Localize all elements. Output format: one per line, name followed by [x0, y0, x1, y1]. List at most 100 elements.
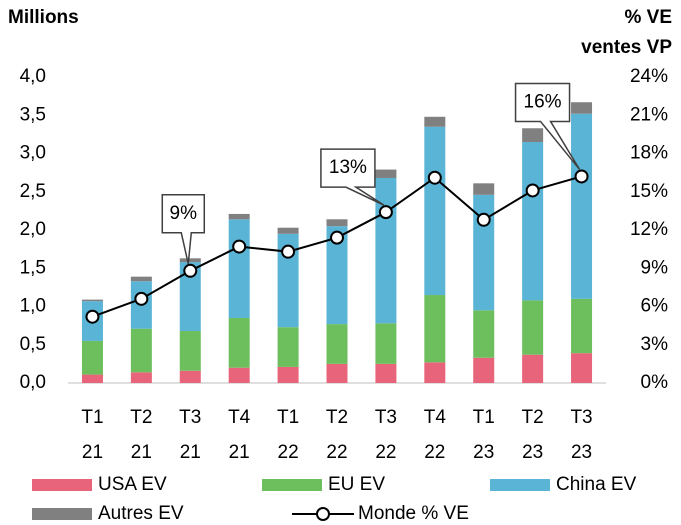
- legend-label: Monde % VE: [358, 503, 469, 524]
- x-tick-label: 22: [375, 442, 396, 463]
- bar-segment: [130, 372, 152, 383]
- x-tick-label: T3: [375, 407, 397, 428]
- bar-segment: [571, 298, 593, 354]
- bar-segment: [522, 128, 544, 143]
- callout-box: [514, 82, 581, 170]
- legend-swatch: [32, 479, 92, 491]
- x-tick-label: 23: [522, 442, 543, 463]
- line-marker: [330, 230, 344, 245]
- x-tick-label: T1: [81, 407, 103, 428]
- y2-axis-title: ventes VP: [581, 37, 672, 58]
- x-tick-label: T2: [522, 407, 544, 428]
- bar-segment: [522, 354, 544, 383]
- legend-swatch: [316, 507, 330, 521]
- bar-segment: [228, 317, 250, 368]
- bar-segment: [277, 227, 299, 234]
- bar-segment: [375, 363, 397, 383]
- y-tick-label: 3,5: [20, 104, 46, 125]
- bar-segment: [424, 362, 446, 383]
- x-tick-label: 21: [82, 442, 103, 463]
- bar-segment: [228, 367, 250, 383]
- y2-tick-label: 12%: [630, 219, 668, 240]
- x-tick-label: 21: [180, 442, 201, 463]
- line-marker: [378, 205, 393, 220]
- y2-tick-label: 9%: [641, 257, 669, 278]
- bar-segment: [326, 324, 348, 364]
- x-tick-label: 21: [131, 442, 152, 463]
- bar-segment: [571, 353, 593, 383]
- x-tick-label: T1: [473, 407, 495, 428]
- x-tick-label: 22: [326, 442, 347, 463]
- y-tick-label: 1,5: [20, 257, 46, 278]
- y2-tick-label: 6%: [641, 296, 669, 317]
- line-marker: [574, 169, 589, 184]
- callout-box: [320, 148, 385, 206]
- x-tick-label: T1: [277, 407, 299, 428]
- legend-swatch: [32, 508, 92, 520]
- bar-segment: [473, 310, 495, 358]
- legend-swatch: [490, 479, 550, 491]
- y2-tick-label: 21%: [630, 104, 668, 125]
- y2-tick-label: 15%: [630, 181, 668, 202]
- bar-segment: [375, 169, 397, 178]
- y2-tick-label: 18%: [630, 143, 668, 164]
- line-marker: [427, 170, 442, 185]
- line-marker: [476, 212, 491, 227]
- x-tick-label: 22: [278, 442, 299, 463]
- y2-tick-label: 0%: [641, 372, 669, 393]
- bar-segment: [277, 233, 299, 328]
- bar-segment: [326, 363, 348, 383]
- line-marker: [281, 244, 296, 259]
- bar-segment: [375, 177, 397, 324]
- line-marker: [232, 239, 247, 254]
- bar-segment: [473, 357, 495, 383]
- bar-segment: [473, 194, 495, 311]
- legend-label: Autres EV: [98, 503, 184, 524]
- bar-segment: [277, 327, 299, 367]
- x-tick-label: 23: [571, 442, 592, 463]
- y-tick-label: 0,0: [20, 372, 46, 393]
- bar-segment: [179, 330, 201, 371]
- y-tick-label: 2,5: [20, 181, 46, 202]
- line-marker: [134, 291, 149, 306]
- x-tick-label: 23: [473, 442, 494, 463]
- bar-segment: [326, 226, 348, 325]
- bar-segment: [326, 219, 348, 227]
- bar-segment: [130, 276, 152, 282]
- y-tick-label: 4,0: [20, 66, 46, 87]
- y-tick-label: 1,0: [20, 296, 46, 317]
- y-axis-title: Millions: [8, 7, 79, 28]
- bar-segment: [130, 328, 152, 373]
- x-tick-label: T4: [228, 407, 251, 428]
- legend-label: China EV: [556, 474, 637, 495]
- bar-segment: [228, 213, 250, 220]
- x-tick-label: T4: [424, 407, 447, 428]
- legend-label: USA EV: [98, 474, 167, 495]
- bar-segment: [375, 323, 397, 364]
- y-tick-label: 2,0: [20, 219, 46, 240]
- bar-segment: [571, 113, 593, 299]
- y2-axis-title: % VE: [624, 7, 672, 28]
- callout-box: [161, 194, 206, 264]
- bar-segment: [522, 300, 544, 355]
- bar-segment: [179, 370, 201, 383]
- bar-segment: [179, 258, 201, 263]
- x-tick-label: T3: [570, 407, 592, 428]
- bar-segment: [81, 340, 103, 375]
- y-tick-label: 0,5: [20, 334, 46, 355]
- line-marker: [525, 183, 540, 198]
- bar-segment: [277, 366, 299, 383]
- x-tick-label: T2: [130, 407, 152, 428]
- y-tick-label: 3,0: [20, 143, 46, 164]
- bar-segment: [424, 116, 446, 127]
- data-label: 9%: [170, 203, 198, 224]
- y2-tick-label: 24%: [630, 66, 668, 87]
- legend-label: EU EV: [328, 474, 385, 495]
- bar-segment: [522, 142, 544, 301]
- bar-segment: [179, 262, 201, 331]
- line-marker: [183, 263, 198, 278]
- data-label: 16%: [524, 91, 562, 112]
- x-tick-label: 22: [424, 442, 445, 463]
- legend-swatch: [262, 479, 322, 491]
- x-tick-label: 21: [229, 442, 250, 463]
